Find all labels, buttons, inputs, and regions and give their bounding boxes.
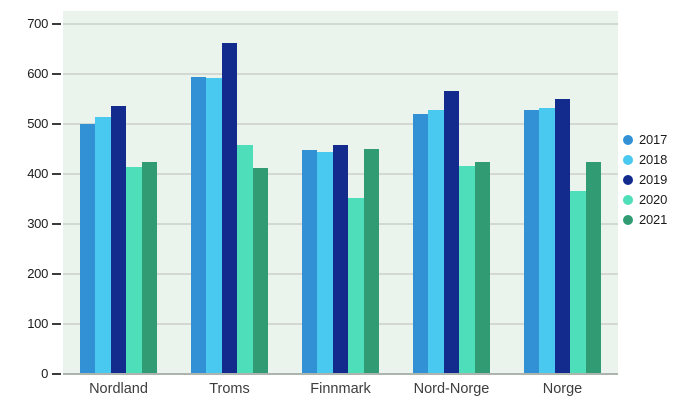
y-tick-mark (52, 23, 61, 25)
bar-finnmark-2020 (348, 198, 364, 374)
bar-norge-2017 (523, 109, 540, 374)
y-tick-label: 500 (27, 116, 48, 131)
legend-swatch-icon (623, 194, 633, 205)
y-tick-label: 0 (41, 366, 48, 381)
gridline (63, 123, 618, 125)
bar-nord-norge-2017 (412, 113, 429, 374)
bar-nord-norge-2021 (474, 161, 491, 374)
bar-finnmark-2018 (317, 152, 333, 374)
x-axis-label-nord-norge: Nord-Norge (413, 381, 490, 397)
bar-finnmark-2017 (301, 149, 318, 374)
gridline (63, 23, 618, 25)
bar-nordland-2021 (141, 161, 158, 374)
legend-label: 2018 (639, 152, 668, 167)
bar-nordland-2019 (110, 105, 127, 374)
bar-troms-2020 (237, 144, 253, 374)
legend-label: 2020 (639, 192, 668, 207)
legend-swatch-icon (623, 174, 633, 185)
legend: 2017 2018 2019 2020 2021 (623, 133, 667, 233)
y-tick-label: 200 (27, 266, 48, 281)
y-tick-label: 700 (27, 16, 48, 31)
plot-area (63, 11, 618, 374)
bar-troms-2018 (206, 77, 222, 374)
legend-label: 2017 (639, 132, 668, 147)
bar-troms-2019 (221, 42, 238, 374)
x-axis-label-nordland: Nordland (89, 381, 148, 397)
bar-nord-norge-2020 (459, 166, 475, 374)
y-tick-mark (52, 123, 61, 125)
bar-norge-2020 (570, 190, 586, 374)
y-tick-mark (52, 223, 61, 225)
bar-norge-2021 (585, 161, 602, 374)
bar-norge-2019 (554, 99, 571, 374)
legend-item-2017: 2017 (623, 133, 667, 146)
x-axis-line (63, 373, 618, 375)
y-tick-label: 400 (27, 166, 48, 181)
y-tick-mark (52, 323, 61, 325)
y-tick-mark (52, 273, 61, 275)
legend-swatch-icon (623, 214, 633, 225)
bar-nordland-2018 (95, 117, 111, 374)
bar-nordland-2017 (79, 124, 96, 374)
y-tick-mark (52, 73, 61, 75)
bar-nordland-2020 (126, 166, 142, 374)
bar-troms-2021 (252, 167, 269, 374)
x-axis-label-finnmark: Finnmark (310, 381, 371, 397)
y-tick-label: 300 (27, 216, 48, 231)
bar-norge-2018 (539, 108, 555, 374)
bar-nord-norge-2019 (443, 91, 460, 374)
x-axis-label-troms: Troms (209, 381, 250, 397)
bar-troms-2017 (190, 76, 207, 374)
bar-finnmark-2021 (363, 148, 380, 374)
bar-finnmark-2019 (332, 144, 349, 374)
legend-swatch-icon (623, 154, 633, 165)
y-tick-label: 600 (27, 66, 48, 81)
legend-swatch-icon (623, 134, 633, 145)
gridline (63, 73, 618, 75)
legend-item-2018: 2018 (623, 153, 667, 166)
y-tick-mark (52, 173, 61, 175)
y-tick-label: 100 (27, 316, 48, 331)
y-tick-mark (52, 373, 61, 375)
bar-nord-norge-2018 (428, 110, 444, 374)
legend-item-2020: 2020 (623, 193, 667, 206)
legend-item-2019: 2019 (623, 173, 667, 186)
legend-item-2021: 2021 (623, 213, 667, 226)
legend-label: 2021 (639, 212, 668, 227)
x-axis-label-norge: Norge (542, 381, 583, 397)
legend-label: 2019 (639, 172, 668, 187)
